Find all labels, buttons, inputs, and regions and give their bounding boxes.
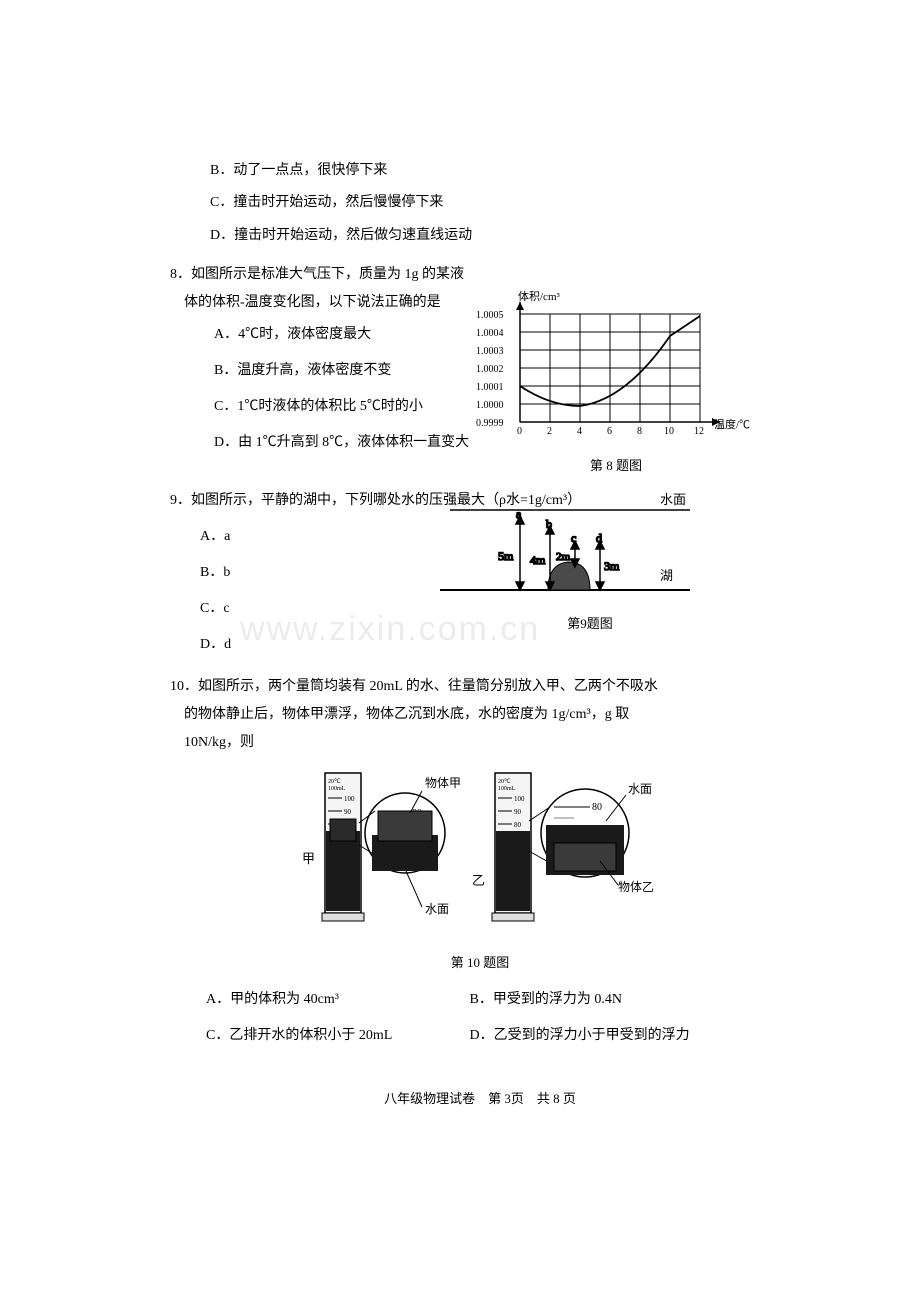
svg-text:0.9999: 0.9999 [476, 418, 504, 429]
q8-text-line1: 如图所示是标准大气压下，质量为 1g 的某液 [191, 267, 464, 282]
svg-text:1.0002: 1.0002 [476, 364, 504, 375]
q10: 10．如图所示，两个量筒均装有 20mL 的水、往量筒分别放入甲、乙两个不吸水 … [170, 673, 790, 1058]
watermark: www.zixin.com.cn [240, 610, 540, 649]
svg-text:8: 8 [637, 426, 642, 437]
svg-text:20℃: 20℃ [498, 779, 511, 785]
svg-text:5m: 5m [498, 549, 514, 563]
svg-text:10: 10 [664, 426, 674, 437]
q9-lake-label: 湖 [660, 568, 673, 583]
exam-page: B．动了一点点，很快停下来 C．撞击时开始运动，然后慢慢停下来 D．撞击时开始运… [0, 0, 920, 1187]
q7-option-b: B．动了一点点，很快停下来 [210, 160, 790, 182]
svg-text:水面: 水面 [628, 782, 652, 796]
svg-text:90: 90 [514, 808, 522, 816]
svg-text:物体甲: 物体甲 [425, 776, 461, 790]
svg-text:水面: 水面 [425, 902, 449, 916]
q9-diagram: 水面 湖 a 5m b 4m [430, 490, 750, 630]
svg-text:0: 0 [517, 426, 522, 437]
svg-text:1.0003: 1.0003 [476, 346, 504, 357]
svg-text:1.0000: 1.0000 [476, 400, 504, 411]
q8-xlabel: 温度/℃ [714, 417, 750, 431]
q8-chart-caption: 第 8 题图 [476, 455, 756, 474]
svg-text:4m: 4m [530, 553, 546, 567]
svg-text:80: 80 [514, 821, 522, 829]
svg-text:c: c [571, 531, 576, 545]
svg-text:甲: 甲 [302, 851, 315, 866]
q8-chart-svg: 体积/cm³ 1.0005 1.0004 1.0003 1.0002 1.000… [476, 288, 756, 448]
svg-text:100mL: 100mL [328, 786, 346, 792]
svg-text:80: 80 [592, 802, 602, 813]
q8-ylabel: 体积/cm³ [518, 289, 560, 303]
svg-text:1.0001: 1.0001 [476, 382, 504, 393]
q7-option-d: D．撞击时开始运动，然后做匀速直线运动 [210, 225, 790, 247]
svg-text:20℃: 20℃ [328, 779, 341, 785]
q10-option-d: D．乙受到的浮力小于甲受到的浮力 [470, 1022, 770, 1050]
q9-diagram-svg: 水面 湖 a 5m b 4m [430, 490, 750, 610]
svg-text:乙: 乙 [472, 873, 485, 888]
page-footer: 八年级物理试卷 第 3页 共 8 页 [170, 1088, 790, 1107]
q9-number: 9． [170, 493, 191, 508]
q10-text-line3: 10N/kg，则 [184, 729, 790, 757]
svg-text:6: 6 [607, 426, 612, 437]
svg-text:90: 90 [344, 808, 352, 816]
svg-text:d: d [596, 531, 602, 545]
svg-text:a: a [516, 507, 522, 521]
q10-text-line2: 的物体静止后，物体甲漂浮，物体乙沉到水底，水的密度为 1g/cm³，g 取 [184, 701, 790, 729]
svg-text:100: 100 [514, 795, 525, 803]
q10-option-b: B．甲受到的浮力为 0.4N [470, 986, 730, 1014]
svg-text:b: b [546, 517, 552, 531]
svg-text:12: 12 [694, 426, 704, 437]
cylinder-jia: 20℃ 100mL 100 90 80 甲 80 70 [302, 773, 461, 921]
svg-text:1.0004: 1.0004 [476, 328, 504, 339]
q10-figure-svg: 20℃ 100mL 100 90 80 甲 80 70 [270, 763, 690, 933]
q10-text-line1: 如图所示，两个量筒均装有 20mL 的水、往量筒分别放入甲、乙两个不吸水 [198, 679, 658, 694]
q10-option-a: A．甲的体积为 40cm³ [206, 986, 466, 1014]
q10-option-c: C．乙排开水的体积小于 20mL [206, 1022, 466, 1050]
svg-text:2m: 2m [556, 551, 571, 563]
svg-text:1.0005: 1.0005 [476, 310, 504, 321]
svg-text:2: 2 [547, 426, 552, 437]
q7-options: B．动了一点点，很快停下来 C．撞击时开始运动，然后慢慢停下来 D．撞击时开始运… [170, 160, 790, 247]
q10-number: 10． [170, 679, 198, 694]
q8-chart: 体积/cm³ 1.0005 1.0004 1.0003 1.0002 1.000… [476, 288, 756, 458]
svg-text:3m: 3m [604, 559, 620, 573]
q10-figure-caption: 第 10 题图 [270, 950, 690, 976]
q7-option-c: C．撞击时开始运动，然后慢慢停下来 [210, 192, 790, 214]
svg-text:100mL: 100mL [498, 786, 516, 792]
q8-number: 8． [170, 267, 191, 282]
svg-text:100: 100 [344, 795, 355, 803]
q10-options: A．甲的体积为 40cm³ B．甲受到的浮力为 0.4N C．乙排开水的体积小于… [206, 986, 790, 1058]
q9-surface-label: 水面 [660, 492, 686, 507]
svg-text:物体乙: 物体乙 [618, 880, 654, 894]
q10-figure: 20℃ 100mL 100 90 80 甲 80 70 [270, 763, 690, 976]
svg-text:4: 4 [577, 426, 582, 437]
cylinder-yi: 20℃ 100mL 100 90 80 乙 80 70 [472, 773, 654, 921]
